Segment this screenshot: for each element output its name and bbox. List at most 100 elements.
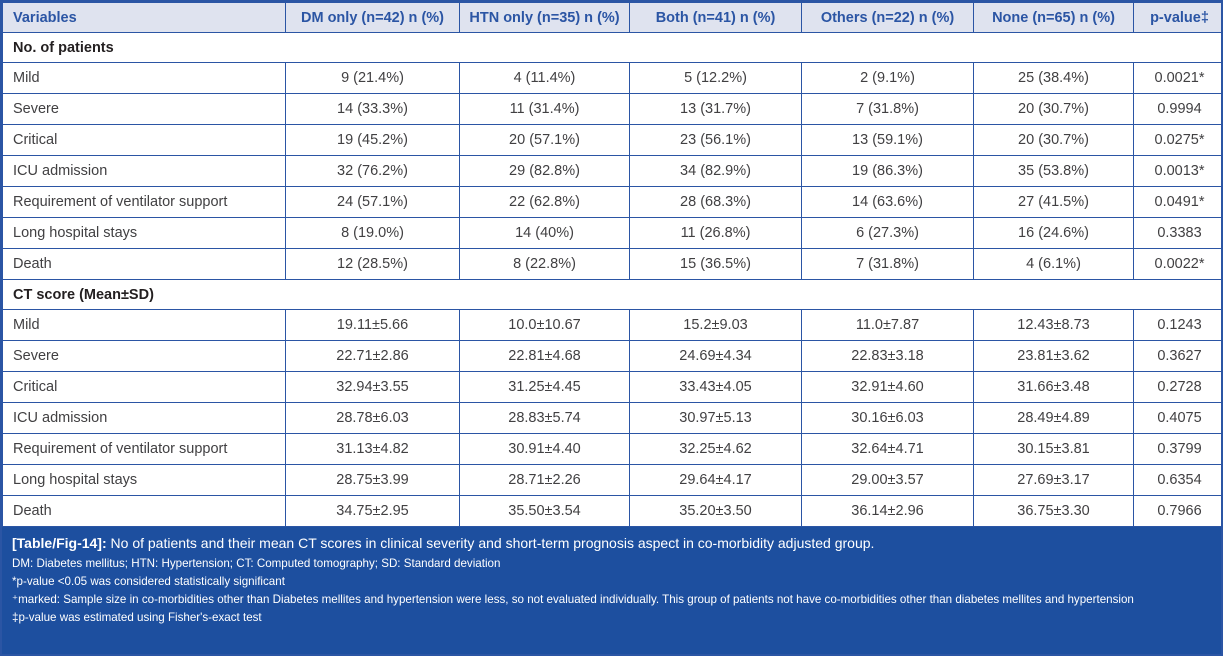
value-cell: 24 (57.1%)	[285, 186, 460, 218]
value-cell: 12.43±8.73	[973, 309, 1134, 341]
value-cell: 0.0022*	[1133, 248, 1221, 280]
footnote-line: *p-value <0.05 was considered statistica…	[12, 575, 285, 589]
value-cell: 2 (9.1%)	[801, 62, 974, 94]
table-body: No. of patients Mild 9 (21.4%) 4 (11.4%) 5 (…	[2, 32, 1221, 527]
value-cell: 30.91±4.40	[459, 433, 630, 465]
section-row: CT score (Mean±SD)	[2, 279, 1221, 310]
variable-cell: Mild	[2, 62, 286, 94]
variable-cell: Long hospital stays	[2, 464, 286, 496]
value-cell: 28 (68.3%)	[629, 186, 802, 218]
variable-cell: Requirement of ventilator support	[2, 433, 286, 465]
value-cell: 27 (41.5%)	[973, 186, 1134, 218]
value-cell: 35.20±3.50	[629, 495, 802, 527]
value-cell: 13 (59.1%)	[801, 124, 974, 156]
table-row: Severe 14 (33.3%) 11 (31.4%) 13 (31.7%) 7 (3…	[2, 93, 1221, 125]
column-header: HTN only (n=35) n (%)	[459, 2, 630, 33]
value-cell: 4 (11.4%)	[459, 62, 630, 94]
value-cell: 14 (40%)	[459, 217, 630, 249]
table-row: Requirement of ventilator support 31.13±4…	[2, 433, 1221, 465]
value-cell: 33.43±4.05	[629, 371, 802, 403]
value-cell: 0.3799	[1133, 433, 1221, 465]
value-cell: 35 (53.8%)	[973, 155, 1134, 187]
table-header: Variables DM only (n=42) n (%) HTN only (n…	[2, 2, 1221, 33]
value-cell: 9 (21.4%)	[285, 62, 460, 94]
variable-cell: Death	[2, 495, 286, 527]
value-cell: 28.71±2.26	[459, 464, 630, 496]
value-cell: 7 (31.8%)	[801, 93, 974, 125]
table-row: Requirement of ventilator support 24 (57.…	[2, 186, 1221, 218]
table-row: Mild 9 (21.4%) 4 (11.4%) 5 (12.2%) 2 (9.1%) 2…	[2, 62, 1221, 94]
value-cell: 12 (28.5%)	[285, 248, 460, 280]
value-cell: 31.66±3.48	[973, 371, 1134, 403]
column-header: None (n=65) n (%)	[973, 2, 1134, 33]
value-cell: 0.0021*	[1133, 62, 1221, 94]
value-cell: 27.69±3.17	[973, 464, 1134, 496]
value-cell: 0.9994	[1133, 93, 1221, 125]
caption-label: [Table/Fig-14]:	[12, 535, 107, 551]
value-cell: 0.4075	[1133, 402, 1221, 434]
value-cell: 31.25±4.45	[459, 371, 630, 403]
value-cell: 6 (27.3%)	[801, 217, 974, 249]
value-cell: 30.16±6.03	[801, 402, 974, 434]
column-header: Variables	[2, 2, 286, 33]
table-row: ICU admission 32 (76.2%) 29 (82.8%) 34 (82.…	[2, 155, 1221, 187]
value-cell: 25 (38.4%)	[973, 62, 1134, 94]
table-row: Severe 22.71±2.86 22.81±4.68 24.69±4.34 22.8…	[2, 340, 1221, 372]
value-cell: 29 (82.8%)	[459, 155, 630, 187]
header-row: Variables DM only (n=42) n (%) HTN only (n…	[2, 2, 1221, 33]
column-header: p-value‡	[1133, 2, 1221, 33]
value-cell: 8 (19.0%)	[285, 217, 460, 249]
value-cell: 29.64±4.17	[629, 464, 802, 496]
value-cell: 20 (30.7%)	[973, 93, 1134, 125]
footnotes: DM: Diabetes mellitus; HTN: Hypertension…	[12, 555, 1211, 627]
value-cell: 28.83±5.74	[459, 402, 630, 434]
value-cell: 19 (86.3%)	[801, 155, 974, 187]
value-cell: 14 (33.3%)	[285, 93, 460, 125]
table-row: Critical 32.94±3.55 31.25±4.45 33.43±4.05 32…	[2, 371, 1221, 403]
value-cell: 22 (62.8%)	[459, 186, 630, 218]
value-cell: 20 (57.1%)	[459, 124, 630, 156]
value-cell: 35.50±3.54	[459, 495, 630, 527]
value-cell: 0.0491*	[1133, 186, 1221, 218]
variable-cell: Critical	[2, 371, 286, 403]
value-cell: 32.64±4.71	[801, 433, 974, 465]
table-row: Long hospital stays 8 (19.0%) 14 (40%) 11 (…	[2, 217, 1221, 249]
footnote-line: DM: Diabetes mellitus; HTN: Hypertension…	[12, 557, 501, 571]
value-cell: 32.25±4.62	[629, 433, 802, 465]
value-cell: 34.75±2.95	[285, 495, 460, 527]
caption-band: [Table/Fig-14]: No of patients and their…	[2, 527, 1221, 654]
section-title: No. of patients	[2, 32, 1221, 63]
column-header: DM only (n=42) n (%)	[285, 2, 460, 33]
section-row: No. of patients	[2, 32, 1221, 63]
table-row: Critical 19 (45.2%) 20 (57.1%) 23 (56.1%) 13…	[2, 124, 1221, 156]
value-cell: 32.94±3.55	[285, 371, 460, 403]
value-cell: 11 (31.4%)	[459, 93, 630, 125]
value-cell: 34 (82.9%)	[629, 155, 802, 187]
value-cell: 0.6354	[1133, 464, 1221, 496]
variable-cell: Severe	[2, 340, 286, 372]
caption-text: No of patients and their mean CT scores …	[110, 535, 875, 551]
caption-line: [Table/Fig-14]: No of patients and their…	[12, 534, 1211, 552]
value-cell: 11 (26.8%)	[629, 217, 802, 249]
variable-cell: ICU admission	[2, 402, 286, 434]
value-cell: 28.75±3.99	[285, 464, 460, 496]
value-cell: 0.3383	[1133, 217, 1221, 249]
value-cell: 0.0275*	[1133, 124, 1221, 156]
value-cell: 36.75±3.30	[973, 495, 1134, 527]
variable-cell: Severe	[2, 93, 286, 125]
comorbidity-table: Variables DM only (n=42) n (%) HTN only (n…	[2, 2, 1221, 527]
value-cell: 0.7966	[1133, 495, 1221, 527]
value-cell: 30.15±3.81	[973, 433, 1134, 465]
value-cell: 30.97±5.13	[629, 402, 802, 434]
variable-cell: Critical	[2, 124, 286, 156]
variable-cell: Long hospital stays	[2, 217, 286, 249]
value-cell: 0.1243	[1133, 309, 1221, 341]
value-cell: 32 (76.2%)	[285, 155, 460, 187]
table-row: Death 34.75±2.95 35.50±3.54 35.20±3.50 36.14…	[2, 495, 1221, 527]
value-cell: 23.81±3.62	[973, 340, 1134, 372]
section-title: CT score (Mean±SD)	[2, 279, 1221, 310]
value-cell: 0.0013*	[1133, 155, 1221, 187]
value-cell: 5 (12.2%)	[629, 62, 802, 94]
value-cell: 29.00±3.57	[801, 464, 974, 496]
